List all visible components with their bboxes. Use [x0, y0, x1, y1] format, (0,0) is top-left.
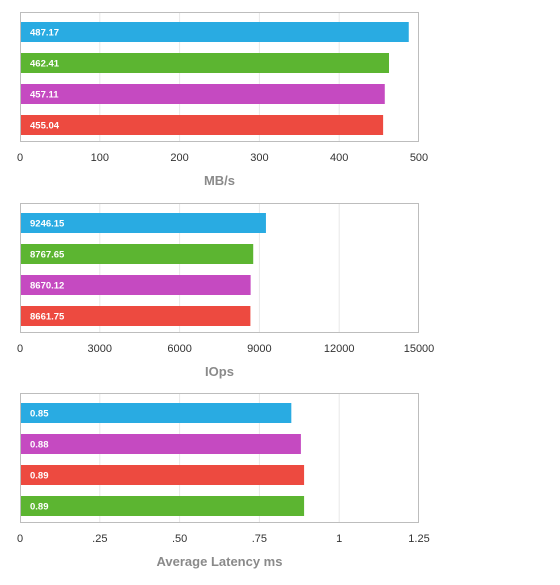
- throughput-chart: 487.17 462.41 457.11 455.04 0 100 200 300 400 500…: [0, 0, 560, 190]
- bar-value-label: 9246.15: [30, 219, 65, 230]
- x-tick-label: 12000: [324, 343, 355, 355]
- bar: [21, 213, 266, 233]
- x-tick-label: .25: [92, 533, 107, 545]
- latency-chart: 0.85 0.88 0.89 0.89 0 .25 .50 .75 1 1.25 Average L…: [0, 380, 560, 580]
- x-tick-label: 15000: [404, 343, 435, 355]
- bar: [21, 84, 385, 104]
- bar-value-label: 462.41: [30, 59, 60, 70]
- plot-frame: [20, 203, 419, 333]
- plot-frame: [20, 12, 419, 142]
- x-tick-label: 500: [410, 152, 428, 164]
- x-tick-label: 0: [17, 533, 23, 545]
- bar: [21, 306, 251, 326]
- bar: [21, 244, 254, 264]
- x-tick-label: .50: [172, 533, 187, 545]
- bar-value-label: 0.85: [30, 409, 49, 420]
- bar-value-label: 457.11: [30, 90, 59, 101]
- bar: [21, 434, 301, 454]
- x-tick-label: 0: [17, 152, 23, 164]
- x-axis-title: MB/s: [204, 173, 235, 188]
- x-tick-label: 1: [336, 533, 342, 545]
- bar: [21, 22, 409, 42]
- bar-value-label: 8661.75: [30, 312, 65, 323]
- iops-chart: 9246.15 8767.65 8670.12 8661.75 0 3000 6000 900…: [0, 190, 560, 380]
- x-tick-label: 200: [170, 152, 188, 164]
- x-tick-label: 0: [17, 343, 23, 355]
- bar-value-label: 0.89: [30, 502, 49, 513]
- bar: [21, 403, 292, 423]
- bar-value-label: 487.17: [30, 28, 59, 39]
- x-tick-label: 9000: [247, 343, 271, 355]
- iops-chart-svg: 9246.15 8767.65 8670.12 8661.75 0 3000 6000 900…: [17, 203, 435, 379]
- x-axis-title: Average Latency ms: [157, 554, 283, 569]
- bar-value-label: 0.88: [30, 440, 49, 451]
- x-tick-label: 100: [91, 152, 109, 164]
- bar-value-label: 455.04: [30, 121, 60, 132]
- bar: [21, 53, 390, 73]
- x-tick-label: 300: [250, 152, 268, 164]
- x-tick-label: .75: [252, 533, 267, 545]
- bar-value-label: 0.89: [30, 471, 49, 482]
- bar: [21, 496, 305, 516]
- bar: [21, 275, 251, 295]
- throughput-chart-svg: 487.17 462.41 457.11 455.04 0 100 200 300 400 500…: [17, 12, 428, 188]
- bar-value-label: 8670.12: [30, 281, 64, 292]
- x-axis-title: IOps: [205, 364, 234, 379]
- x-tick-label: 400: [330, 152, 348, 164]
- bar: [21, 115, 384, 135]
- x-tick-label: 1.25: [408, 533, 429, 545]
- x-tick-label: 6000: [167, 343, 191, 355]
- plot-frame: [20, 393, 419, 523]
- x-tick-label: 3000: [88, 343, 112, 355]
- bar-value-label: 8767.65: [30, 250, 65, 261]
- bar: [21, 465, 305, 485]
- latency-chart-svg: 0.85 0.88 0.89 0.89 0 .25 .50 .75 1 1.25 Average L…: [17, 393, 430, 569]
